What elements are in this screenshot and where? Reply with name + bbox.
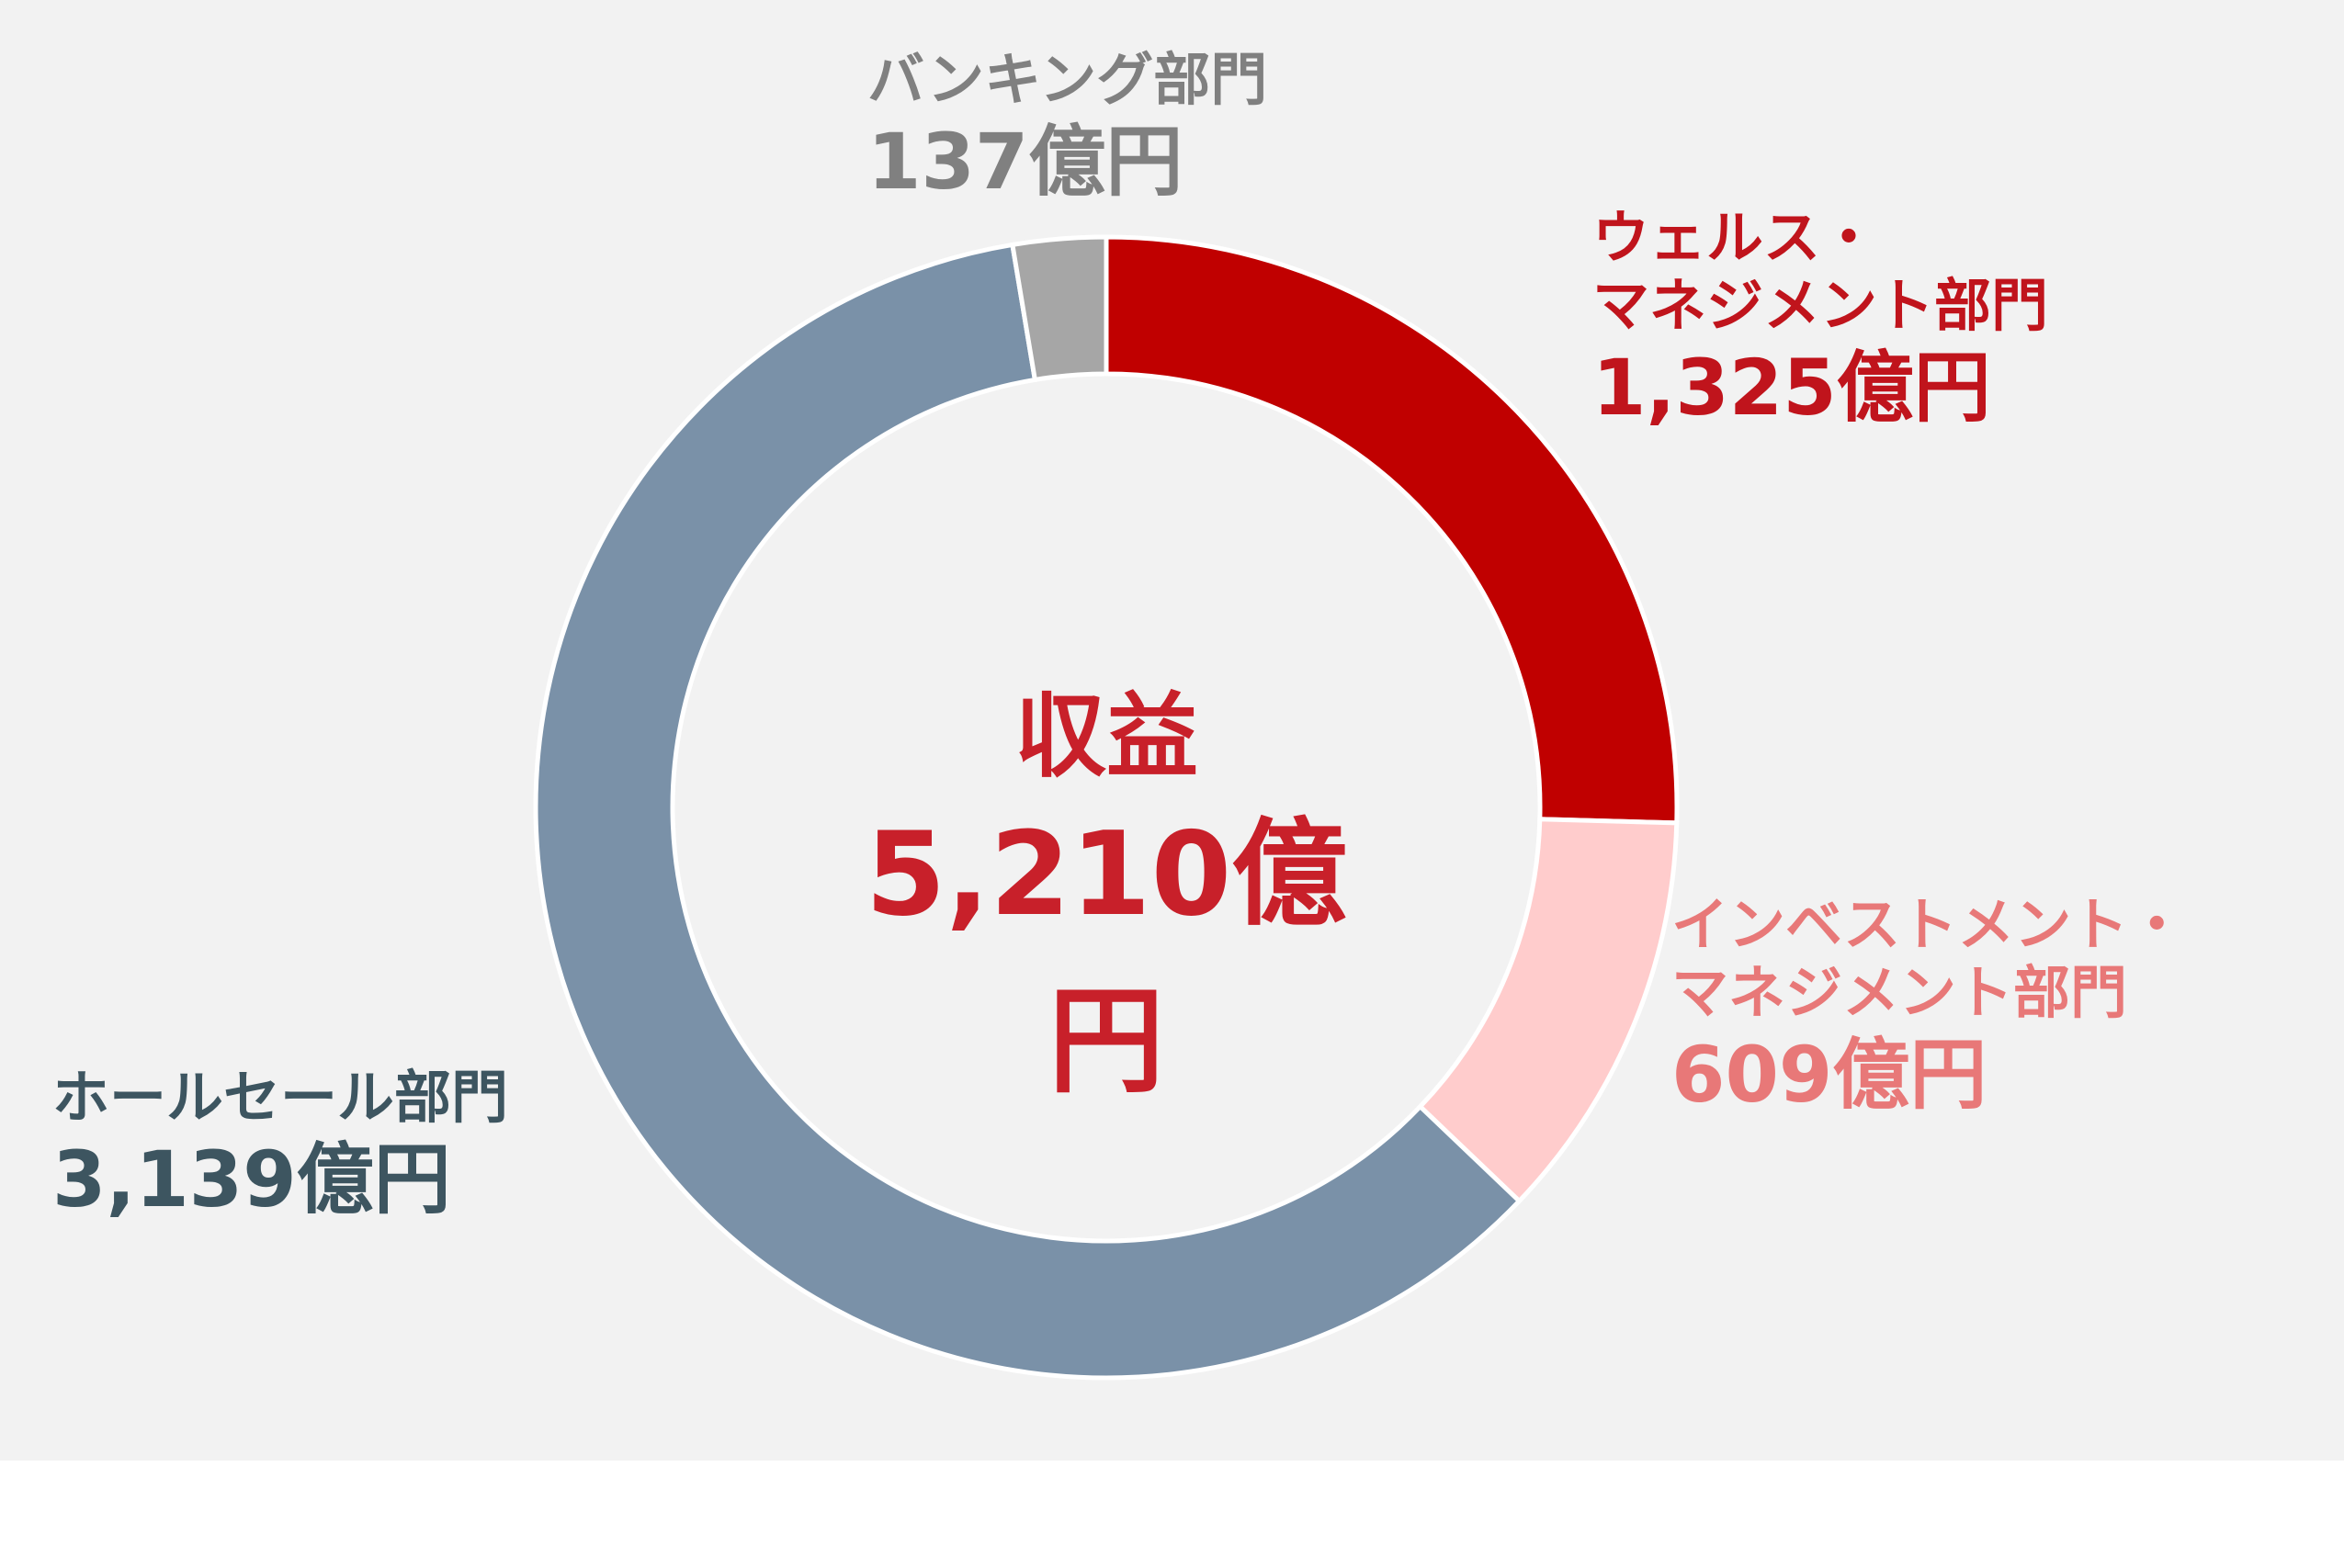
segment-name: ウェルス・ マネジメント部門: [1592, 204, 2049, 340]
segment-name: ホールセール部門: [52, 1064, 509, 1131]
segment-value: 609億円: [1671, 1030, 1987, 1120]
segment-name: バンキング部門: [867, 46, 1268, 113]
donut-segment: [533, 242, 1523, 1381]
segment-value: 3,139億円: [52, 1134, 451, 1224]
segment-value: 137億円: [867, 117, 1183, 207]
segment-name: インベストメント・ マネジメント部門: [1671, 891, 2186, 1027]
donut-segment: [1009, 234, 1109, 383]
segment-value: 1,325億円: [1592, 343, 1991, 433]
center-label: 収益: [1014, 682, 1198, 790]
center-total: 5,210億円: [865, 807, 1348, 1109]
donut-segment: [1104, 234, 1680, 826]
